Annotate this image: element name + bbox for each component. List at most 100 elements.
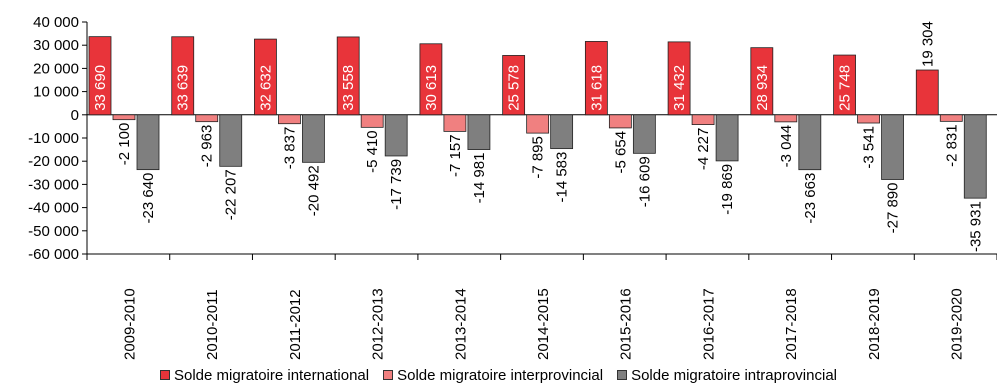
legend-swatch-interprovincial: [383, 370, 394, 380]
data-label: 33 690: [92, 65, 109, 111]
legend-item-international: Solde migratoire international: [160, 367, 369, 384]
data-label: 30 613: [423, 65, 440, 111]
x-tick-label: 2014-2015: [535, 288, 552, 360]
bar: [750, 47, 774, 116]
data-label: -5 654: [612, 131, 629, 174]
bar: [857, 114, 880, 124]
bar: [336, 36, 360, 116]
bar: [443, 114, 467, 132]
data-label: -22 207: [223, 169, 240, 220]
bar: [195, 114, 219, 123]
bar: [774, 114, 798, 123]
x-tick-label: 2019-2020: [949, 288, 966, 360]
data-label: -3 837: [281, 127, 298, 170]
data-label: -27 890: [885, 183, 902, 234]
data-label: -7 895: [530, 136, 547, 179]
bar: [254, 38, 277, 116]
data-label: -14 583: [554, 152, 571, 203]
legend-label-interprovincial: Solde migratoire interprovincial: [397, 366, 604, 384]
bar: [881, 114, 904, 180]
data-label: 32 632: [257, 65, 274, 111]
bar: [963, 114, 987, 199]
data-label: -35 931: [967, 201, 984, 252]
bar: [302, 114, 325, 163]
bar: [171, 36, 195, 116]
data-label: 19 304: [919, 21, 936, 67]
data-label: -7 157: [447, 134, 464, 177]
data-label: -16 609: [636, 156, 653, 207]
data-label: 25 748: [837, 65, 854, 111]
data-label: -17 739: [388, 159, 405, 210]
data-label: -2 831: [943, 124, 960, 167]
data-label: -4 227: [695, 128, 712, 171]
data-label: 31 618: [588, 65, 605, 111]
legend-label-intraprovincial: Solde migratoire intraprovincial: [631, 366, 837, 384]
bar: [584, 41, 608, 116]
bar: [691, 114, 715, 126]
legend-label-international: Solde migratoire international: [174, 366, 370, 384]
bar: [360, 114, 384, 128]
bar: [502, 55, 526, 116]
data-label: -3 541: [861, 126, 878, 169]
y-tick-label: -40 000: [28, 200, 79, 217]
data-label: 28 934: [754, 65, 771, 111]
x-tick-label: 2010-2011: [204, 289, 221, 360]
x-tick-label: 2009-2010: [121, 288, 138, 360]
bar: [632, 114, 656, 154]
bar: [798, 114, 822, 171]
data-label: -23 640: [140, 173, 157, 224]
legend-swatch-intraprovincial: [617, 370, 628, 380]
data-label: 33 558: [340, 65, 357, 111]
bar: [939, 114, 963, 122]
y-tick-label: 20 000: [33, 60, 79, 77]
data-label: -2 963: [199, 125, 216, 168]
bar: [608, 114, 632, 129]
y-tick-label: -20 000: [28, 153, 79, 170]
data-label: 25 578: [506, 65, 523, 111]
y-tick-label: -50 000: [28, 223, 79, 240]
x-tick-label: 2015-2016: [618, 288, 635, 360]
bar: [88, 36, 112, 116]
x-tick-label: 2017-2018: [783, 288, 800, 360]
data-label: -2 100: [116, 123, 133, 166]
y-tick-label: 10 000: [33, 84, 79, 101]
y-tick-label: -10 000: [28, 130, 79, 147]
x-tick-label: 2018-2019: [866, 288, 883, 360]
bar: [550, 114, 574, 150]
bar: [419, 43, 443, 116]
bar: [833, 54, 856, 116]
y-tick-label: 0: [71, 107, 79, 124]
bar: [715, 114, 739, 162]
legend-item-intraprovincial: Solde migratoire intraprovincial: [617, 367, 837, 384]
bar: [667, 41, 691, 116]
bar: [219, 114, 243, 167]
x-tick-label: 2011-2012: [287, 289, 304, 360]
bar: [136, 114, 160, 171]
data-label: -19 869: [719, 164, 736, 215]
data-label: -20 492: [305, 165, 322, 216]
data-label: 33 639: [175, 65, 192, 111]
tick-labels: 40 000 30 000 20 000 10 000 0 -10 000 -20 000 -…: [28, 14, 966, 360]
legend-item-interprovincial: Solde migratoire interprovincial: [383, 367, 603, 384]
data-label: -3 044: [778, 125, 795, 168]
data-label: -14 981: [471, 153, 488, 204]
bar: [278, 114, 301, 125]
data-label: 31 432: [671, 65, 688, 111]
data-labels: 33 690 33 639 32 632 33 558 30 613 25 578 31 6…: [92, 21, 984, 252]
bar: [915, 69, 939, 116]
bars: [88, 36, 987, 199]
bar: [112, 114, 136, 121]
x-tick-label: 2012-2013: [370, 288, 387, 360]
data-label: -23 663: [802, 173, 819, 224]
x-tick-label: 2016-2017: [700, 288, 717, 360]
x-tick-label: 2013-2014: [452, 288, 469, 360]
y-tick-label: 30 000: [33, 37, 79, 54]
bar: [384, 114, 408, 157]
y-tick-label: -30 000: [28, 176, 79, 193]
legend-swatch-international: [160, 370, 170, 380]
y-tick-label: 40 000: [33, 14, 79, 31]
y-tick-label: -60 000: [28, 246, 79, 263]
data-label: -5 410: [364, 130, 381, 173]
bar: [467, 114, 491, 150]
